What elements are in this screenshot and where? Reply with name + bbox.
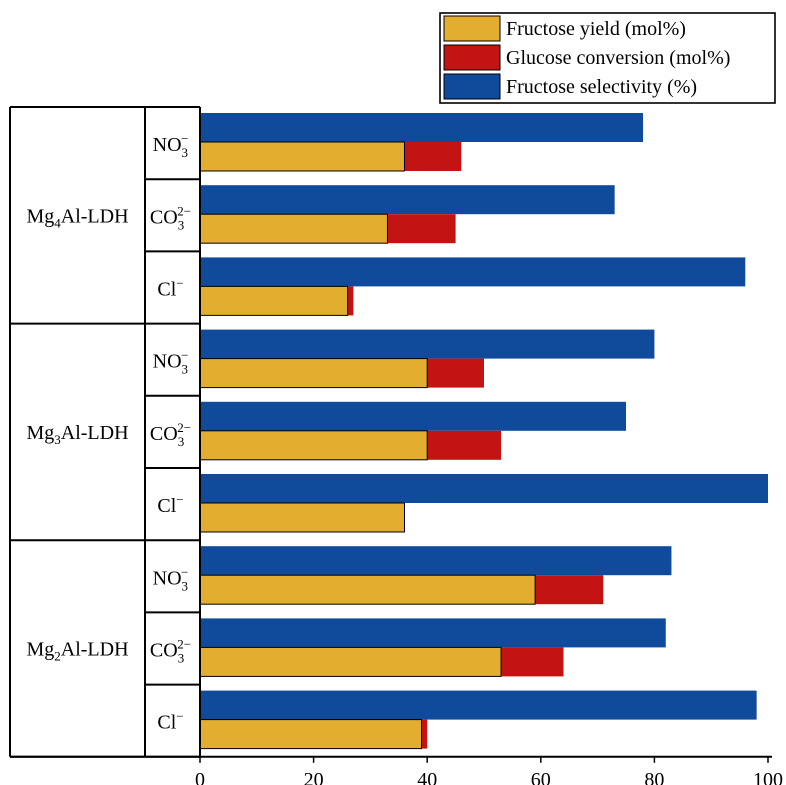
bar-selectivity: [200, 690, 757, 720]
catalyst-label: Mg3Al-LDH: [26, 422, 128, 447]
anion-label: CO32−: [150, 203, 191, 232]
anion-label: Cl−: [157, 709, 183, 734]
bar-yield: [199, 646, 502, 677]
catalyst-label: Mg2Al-LDH: [26, 639, 128, 664]
chart-legend: Fructose yield (mol%) Glucose conversion …: [439, 12, 776, 104]
legend-swatch-yield: [443, 15, 501, 42]
legend-label-conversion: Glucose conversion (mol%): [506, 47, 730, 69]
x-tick-label: 60: [531, 769, 551, 785]
bar-selectivity: [200, 546, 672, 576]
x-tick-label: 20: [304, 769, 324, 785]
anion-label: CO32−: [150, 420, 191, 449]
x-tick-label: 0: [195, 769, 205, 785]
legend-swatch-conversion: [443, 44, 501, 71]
x-tick-label: 100: [753, 769, 783, 785]
anion-label: CO32−: [150, 637, 191, 666]
bar-yield: [199, 719, 423, 750]
anion-label: NO3−: [153, 348, 189, 377]
bar-selectivity: [200, 474, 768, 503]
x-tick-label: 80: [644, 769, 664, 785]
anion-label: NO3−: [153, 564, 189, 593]
catalyst-label: Mg4Al-LDH: [26, 205, 128, 230]
anion-label: Cl−: [157, 276, 183, 301]
anion-label: Cl−: [157, 492, 183, 517]
category-table: Mg4Al-LDH NO3− CO32− Cl− Mg3Al-LDH NO3− CO32− C…: [9, 106, 200, 758]
bar-selectivity: [200, 185, 615, 215]
anion-label: NO3−: [153, 131, 189, 160]
bar-yield: [199, 358, 428, 389]
x-tick-label: 40: [417, 769, 437, 785]
bar-yield: [199, 285, 349, 316]
bar-selectivity: [200, 329, 655, 359]
bar-yield: [199, 502, 405, 533]
bar-selectivity: [200, 257, 746, 287]
bar-selectivity: [200, 618, 666, 648]
bar-selectivity: [200, 113, 644, 142]
bar-selectivity: [200, 401, 626, 431]
legend-label-yield: Fructose yield (mol%): [506, 18, 686, 40]
x-axis: 0 20 40 60 80 100: [10, 107, 783, 785]
legend-label-selectivity: Fructose selectivity (%): [506, 76, 697, 98]
bar-yield: [199, 574, 536, 605]
legend-swatch-selectivity: [443, 73, 501, 100]
bar-yield: [199, 213, 388, 244]
bars-area: [199, 113, 768, 750]
bar-yield: [199, 141, 405, 172]
bar-yield: [199, 430, 428, 461]
